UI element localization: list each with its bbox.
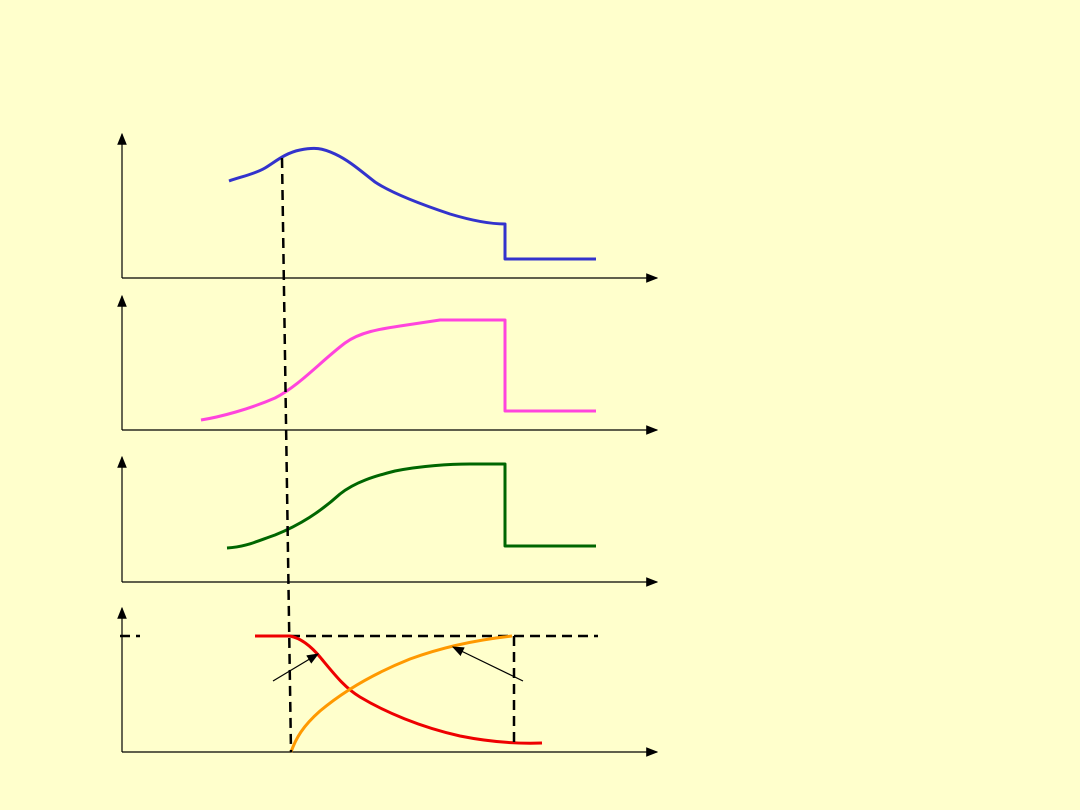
pointer-arrow bbox=[451, 646, 524, 682]
green-curve bbox=[226, 462, 596, 550]
axes bbox=[117, 132, 659, 757]
magenta-curve bbox=[200, 318, 596, 422]
red-curve bbox=[255, 634, 543, 745]
blue-curve bbox=[228, 146, 596, 261]
dashed-vertical bbox=[280, 157, 293, 753]
orange-curve bbox=[289, 634, 513, 753]
pointer-arrow bbox=[272, 653, 320, 682]
